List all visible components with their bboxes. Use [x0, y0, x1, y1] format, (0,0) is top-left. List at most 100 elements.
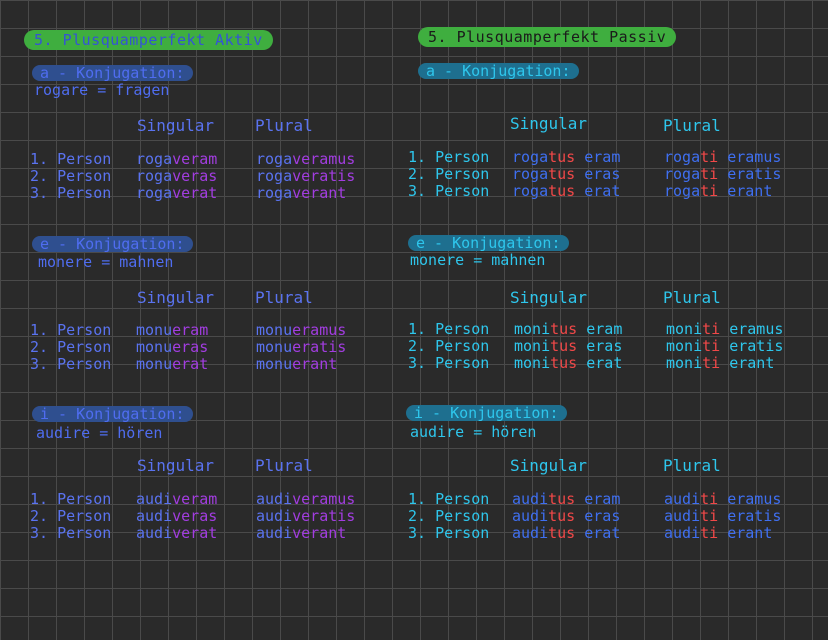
column-header-singular: Singular	[137, 456, 215, 475]
singular-form: auditus eram	[512, 491, 620, 508]
person-label: 2. Person	[408, 337, 490, 355]
passiv-heading: 5. Plusquamperfekt Passiv	[418, 27, 677, 47]
column-header-plural: Plural	[663, 456, 721, 475]
auxiliary: eramus	[727, 148, 782, 166]
participle-ending: tus	[548, 490, 576, 508]
person-label: 1. Person	[30, 321, 112, 339]
ending: veram	[172, 150, 218, 168]
ending: veras	[172, 507, 218, 525]
singular-form: rogatus eras	[512, 166, 620, 183]
stem: roga	[512, 182, 549, 200]
column-header-plural: Plural	[255, 116, 313, 135]
auxiliary: eras	[586, 337, 623, 355]
plural-form: rogati erant	[664, 183, 772, 200]
participle-ending: ti	[700, 507, 719, 525]
person-label: 3. Person	[408, 524, 490, 542]
participle-ending: ti	[700, 165, 719, 183]
ending: verant	[292, 524, 347, 542]
person-label: 2. Person	[408, 165, 490, 183]
stem: audi	[512, 490, 549, 508]
auxiliary: eramus	[729, 320, 784, 338]
person-label: 1. Person	[408, 148, 490, 166]
ending: veratis	[292, 507, 356, 525]
ending: veramus	[292, 490, 356, 508]
section-title: a - Konjugation:	[418, 63, 579, 79]
stem: moni	[514, 337, 551, 355]
plural-form: rogati eramus	[664, 149, 781, 166]
stem: audi	[256, 524, 293, 542]
person-label: 3. Person	[30, 524, 112, 542]
auxiliary: eram	[586, 320, 623, 338]
stem: moni	[666, 354, 703, 372]
auxiliary: eramus	[727, 490, 782, 508]
participle-ending: tus	[548, 165, 576, 183]
singular-form: rogatus eram	[512, 149, 620, 166]
stem: monu	[256, 355, 293, 373]
ending: veram	[172, 490, 218, 508]
column-header-singular: Singular	[510, 114, 588, 133]
stem: audi	[256, 490, 293, 508]
section-subtitle: audire = hören	[36, 424, 163, 442]
person-label: 2. Person	[30, 507, 112, 525]
participle-ending: ti	[702, 337, 721, 355]
plural-form: rogati eratis	[664, 166, 781, 183]
stem: roga	[136, 184, 173, 202]
auxiliary: erant	[727, 182, 773, 200]
stem: roga	[512, 165, 549, 183]
person-label: 3. Person	[408, 354, 490, 372]
participle-ending: ti	[700, 182, 719, 200]
singular-form: audiveras	[136, 508, 217, 525]
column-header-plural: Plural	[255, 456, 313, 475]
stem: moni	[666, 337, 703, 355]
stem: audi	[136, 524, 173, 542]
stem: audi	[512, 524, 549, 542]
plural-form: monueramus	[256, 322, 346, 339]
section-title: e - Konjugation:	[32, 236, 193, 252]
singular-form: auditus erat	[512, 525, 620, 542]
column-header-singular: Singular	[137, 288, 215, 307]
aktiv-heading: 5. Plusquamperfekt Aktiv	[24, 30, 273, 50]
stem: audi	[664, 490, 701, 508]
plural-form: moniti erant	[666, 355, 774, 372]
singular-form: audiverat	[136, 525, 217, 542]
participle-ending: tus	[548, 182, 576, 200]
person-label: 1. Person	[30, 490, 112, 508]
ending: veras	[172, 167, 218, 185]
person-label: 1. Person	[408, 490, 490, 508]
participle-ending: ti	[700, 490, 719, 508]
plural-form: rogaveramus	[256, 151, 355, 168]
ending: verat	[172, 524, 218, 542]
ending: veramus	[292, 150, 356, 168]
stem: roga	[664, 182, 701, 200]
section-subtitle: audire = hören	[410, 423, 537, 441]
person-label: 2. Person	[408, 507, 490, 525]
participle-ending: tus	[550, 320, 578, 338]
person-label: 3. Person	[30, 184, 112, 202]
ending: eras	[172, 338, 209, 356]
auxiliary: eratis	[729, 337, 784, 355]
column-header-plural: Plural	[663, 288, 721, 307]
ending: erant	[292, 355, 338, 373]
auxiliary: eratis	[727, 507, 782, 525]
stem: roga	[256, 184, 293, 202]
stem: monu	[136, 355, 173, 373]
participle-ending: tus	[548, 524, 576, 542]
stem: audi	[664, 524, 701, 542]
stem: monu	[256, 321, 293, 339]
participle-ending: tus	[548, 507, 576, 525]
auxiliary: erant	[727, 524, 773, 542]
singular-form: monitus eras	[514, 338, 622, 355]
singular-form: auditus eras	[512, 508, 620, 525]
plural-form: rogaverant	[256, 185, 346, 202]
stem: monu	[136, 338, 173, 356]
auxiliary: erat	[586, 354, 623, 372]
stem: monu	[256, 338, 293, 356]
ending: eramus	[292, 321, 347, 339]
person-label: 3. Person	[30, 355, 112, 373]
section-title: i - Konjugation:	[406, 405, 567, 421]
column-header-plural: Plural	[663, 116, 721, 135]
section-title: e - Konjugation:	[408, 235, 569, 251]
participle-ending: tus	[550, 354, 578, 372]
stem: monu	[136, 321, 173, 339]
stem: audi	[136, 507, 173, 525]
